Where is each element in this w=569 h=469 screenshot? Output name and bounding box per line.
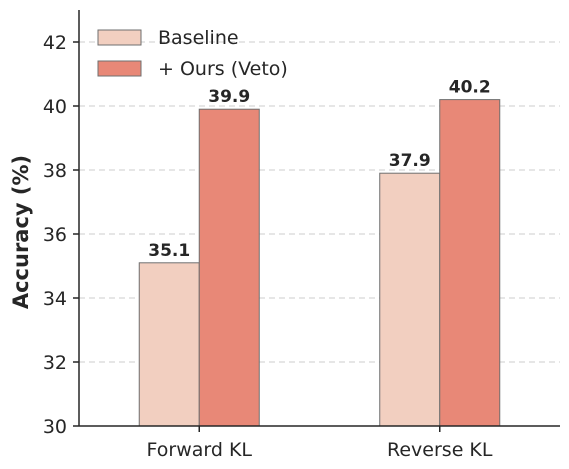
y-ticks: 30 32 34 36 38 40 42 (43, 32, 79, 438)
axes (78, 10, 560, 427)
legend-label: + Ours (Veto) (158, 58, 288, 80)
data-label: 35.1 (148, 241, 190, 261)
data-label: 39.9 (208, 87, 250, 107)
x-ticks: Forward KL Reverse KL (147, 426, 493, 461)
y-tick-label: 42 (43, 32, 67, 54)
legend-label: Baseline (158, 27, 239, 49)
y-tick-label: 40 (43, 96, 67, 118)
y-tick-label: 30 (43, 416, 67, 438)
y-tick-label: 32 (43, 352, 67, 374)
bar (439, 99, 501, 427)
bar (138, 262, 200, 427)
legend: Baseline + Ours (Veto) (97, 27, 288, 80)
y-tick-label: 34 (43, 288, 67, 310)
data-label: 40.2 (449, 78, 491, 98)
y-tick-label: 38 (43, 160, 67, 182)
bar (198, 108, 260, 427)
bars (138, 99, 501, 427)
x-tick-label: Reverse KL (387, 439, 493, 461)
data-labels: 35.1 39.9 37.9 40.2 (148, 78, 490, 261)
bar (379, 172, 441, 427)
legend-swatch (97, 60, 142, 77)
data-label: 37.9 (389, 151, 431, 171)
y-tick-label: 36 (43, 224, 67, 246)
y-axis-label: Accuracy (%) (9, 155, 33, 309)
legend-swatch (97, 29, 142, 46)
x-tick-label: Forward KL (147, 439, 253, 461)
